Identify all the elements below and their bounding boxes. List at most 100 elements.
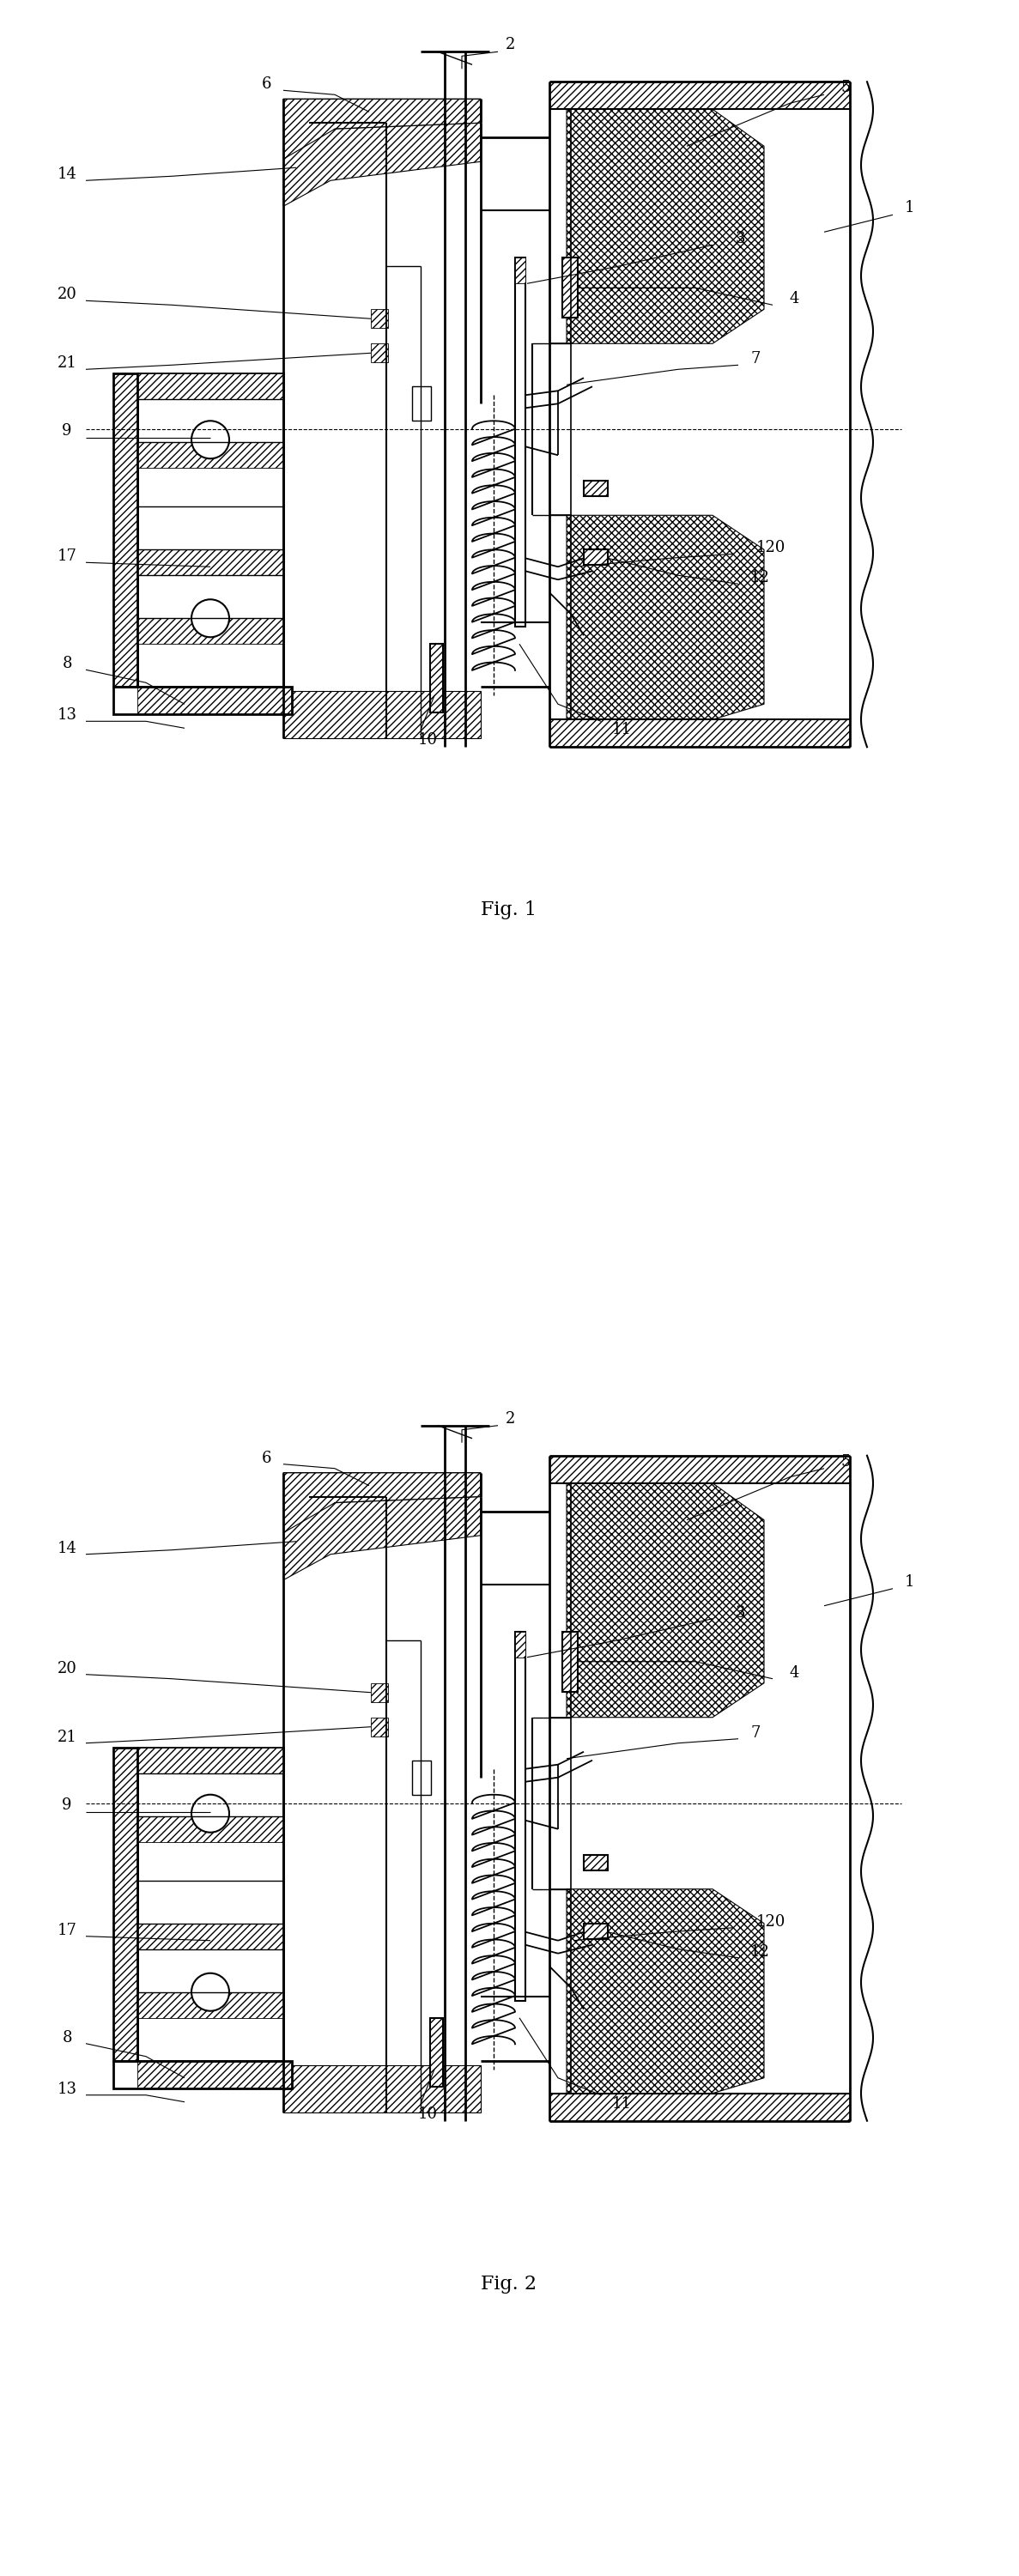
Text: 14: 14	[57, 1540, 76, 1556]
Bar	[562, 258, 578, 317]
Text: 120: 120	[756, 541, 786, 556]
Text: 10: 10	[418, 732, 437, 747]
Bar	[138, 1816, 283, 1842]
Bar	[584, 549, 607, 564]
Bar	[371, 1682, 388, 1703]
Text: 21: 21	[57, 355, 76, 371]
Bar	[515, 1631, 526, 1656]
Bar	[371, 1718, 388, 1736]
Bar	[138, 549, 283, 574]
Bar	[138, 1747, 283, 2061]
Bar	[430, 2017, 443, 2087]
Bar	[584, 1924, 607, 1940]
Bar	[113, 1747, 138, 2061]
Bar	[138, 1747, 283, 1772]
Text: 12: 12	[750, 569, 769, 585]
Bar	[515, 258, 526, 626]
Polygon shape	[567, 515, 764, 719]
Bar	[562, 258, 578, 317]
Text: 5: 5	[841, 80, 851, 95]
Circle shape	[192, 600, 229, 636]
Bar	[138, 374, 283, 399]
Text: 17: 17	[57, 549, 76, 564]
Text: 6: 6	[261, 1450, 271, 1466]
Bar	[138, 443, 283, 469]
Text: 20: 20	[57, 1662, 76, 1677]
Bar	[584, 482, 607, 497]
Text: 1: 1	[905, 201, 915, 216]
Bar	[584, 549, 607, 564]
Text: 8: 8	[62, 2030, 72, 2045]
Text: 11: 11	[611, 2097, 632, 2112]
Polygon shape	[567, 108, 764, 343]
Text: 21: 21	[57, 1728, 76, 1744]
Bar	[371, 343, 388, 363]
Bar	[138, 1991, 283, 2017]
Text: 3: 3	[735, 1605, 745, 1620]
Text: 1: 1	[905, 1574, 915, 1589]
Bar	[138, 374, 283, 688]
Bar	[584, 1924, 607, 1940]
Text: 6: 6	[261, 77, 271, 93]
Text: 120: 120	[756, 1914, 786, 1929]
Text: 4: 4	[789, 291, 799, 307]
Polygon shape	[283, 690, 481, 739]
Text: 13: 13	[57, 2081, 76, 2097]
Bar	[113, 2061, 291, 2089]
Bar	[113, 1747, 138, 2061]
Text: Fig. 2: Fig. 2	[481, 2275, 537, 2293]
Text: 11: 11	[611, 721, 632, 737]
Polygon shape	[567, 1484, 764, 1718]
Bar	[138, 2061, 291, 2089]
Text: 9: 9	[62, 422, 72, 438]
Text: 14: 14	[57, 167, 76, 183]
Text: 5: 5	[841, 1453, 851, 1468]
Text: 7: 7	[751, 1726, 760, 1741]
Bar	[430, 644, 443, 714]
Polygon shape	[567, 1888, 764, 2094]
Circle shape	[192, 1795, 229, 1832]
Bar	[430, 2017, 443, 2087]
Polygon shape	[283, 124, 481, 206]
Bar	[138, 1924, 283, 1950]
Bar	[138, 688, 291, 714]
Bar	[515, 258, 526, 283]
Bar	[412, 386, 431, 420]
Text: 9: 9	[62, 1798, 72, 1814]
Text: 3: 3	[735, 232, 745, 247]
Bar	[549, 719, 850, 747]
Bar	[549, 2094, 850, 2120]
Bar	[584, 482, 607, 497]
Polygon shape	[283, 1473, 481, 1533]
Text: 2: 2	[505, 36, 516, 52]
Bar	[113, 688, 291, 714]
Text: 2: 2	[505, 1412, 516, 1427]
Text: 13: 13	[57, 708, 76, 724]
Text: 8: 8	[62, 657, 72, 672]
Text: 17: 17	[57, 1922, 76, 1937]
Bar	[562, 1631, 578, 1692]
Polygon shape	[283, 2066, 481, 2112]
Text: 20: 20	[57, 286, 76, 301]
Bar	[113, 374, 138, 688]
Circle shape	[192, 1973, 229, 2012]
Bar	[549, 82, 850, 108]
Text: 4: 4	[789, 1664, 799, 1680]
Bar	[584, 1855, 607, 1870]
Bar	[430, 644, 443, 714]
Text: 7: 7	[751, 350, 760, 366]
Bar	[562, 1631, 578, 1692]
Polygon shape	[283, 98, 481, 160]
Text: 10: 10	[418, 2107, 437, 2123]
Bar	[371, 309, 388, 327]
Bar	[138, 618, 283, 644]
Text: Fig. 1: Fig. 1	[481, 902, 537, 920]
Bar	[412, 1759, 431, 1795]
Bar	[113, 374, 138, 688]
Bar	[549, 1455, 850, 1484]
Polygon shape	[283, 1497, 481, 1579]
Bar	[584, 1855, 607, 1870]
Bar	[515, 1631, 526, 2002]
Circle shape	[192, 420, 229, 459]
Text: 12: 12	[750, 1945, 769, 1960]
